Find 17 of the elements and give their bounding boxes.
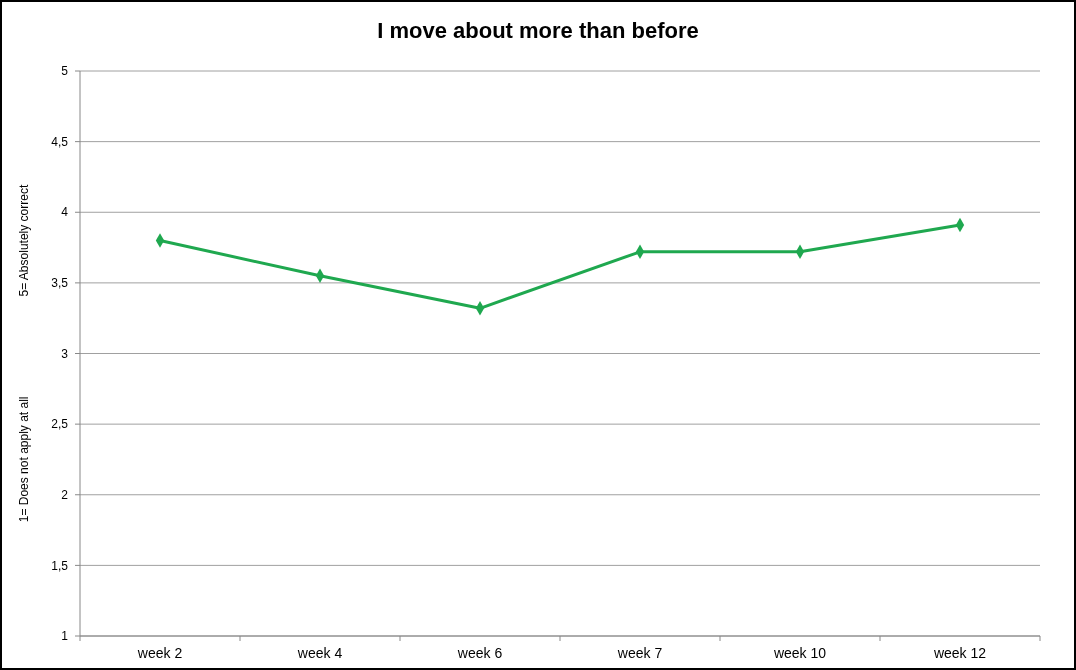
y-tick-label: 2 xyxy=(61,487,69,502)
y-tick-label: 1 xyxy=(61,629,69,644)
chart-title: I move about more than before xyxy=(377,18,699,43)
x-tick-label: week 6 xyxy=(456,645,503,661)
x-tick-label: week 10 xyxy=(772,645,827,661)
x-tick-label: week 7 xyxy=(616,645,663,661)
y-axis-title: 1= Does not apply at all 5= Absolutely correct xyxy=(17,184,31,523)
x-tick-label: week 12 xyxy=(932,645,987,661)
y-tick-label: 4 xyxy=(61,205,69,220)
y-tick-label: 4,5 xyxy=(51,134,69,149)
x-tick-label: week 4 xyxy=(296,645,343,661)
y-tick-label: 1,5 xyxy=(51,558,69,573)
y-tick-label: 3,5 xyxy=(51,276,69,291)
y-tick-label: 2,5 xyxy=(51,417,69,432)
x-tick-label: week 2 xyxy=(136,645,183,661)
y-tick-label: 5 xyxy=(61,64,69,79)
y-tick-label: 3 xyxy=(61,346,69,361)
